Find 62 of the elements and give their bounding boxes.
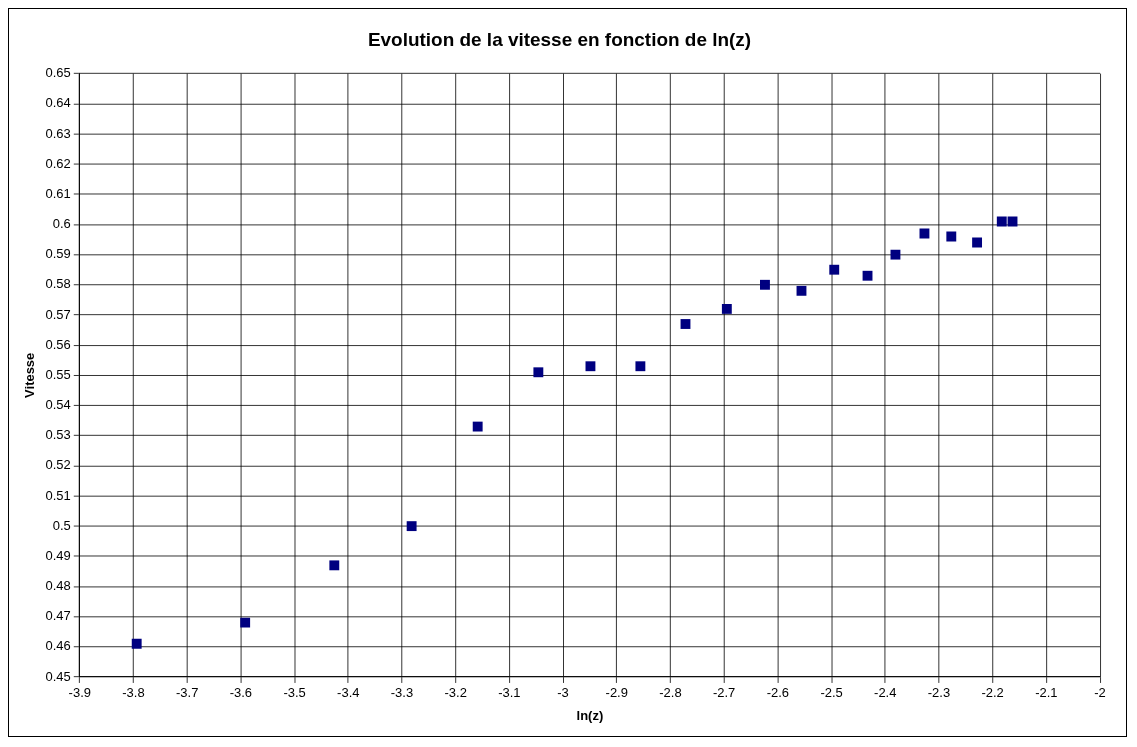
y-tick-label: 0.57 — [45, 306, 71, 322]
point — [585, 361, 596, 372]
x-tick-label: -3.4 — [337, 685, 360, 701]
y-tick-label: 0.65 — [45, 65, 71, 81]
x-tick-label: -3.1 — [498, 685, 521, 701]
y-tick-label: 0.64 — [45, 95, 71, 111]
y-axis-title: Vitesse — [22, 352, 38, 398]
x-tick-label: -3.6 — [229, 685, 253, 701]
point — [946, 231, 957, 242]
y-tick-label: 0.59 — [45, 246, 71, 262]
y-tick-label: 0.63 — [45, 125, 71, 141]
x-tick-label: -3.8 — [122, 685, 145, 701]
x-tick-label: -2 — [1094, 685, 1106, 701]
y-tick-label: 0.62 — [45, 155, 71, 171]
x-tick-label: -2.7 — [712, 685, 736, 701]
chart-title: Evolution de la vitesse en fonction de ln(z) — [367, 28, 752, 50]
y-tick-label: 0.55 — [45, 366, 71, 382]
point — [240, 617, 251, 628]
y-tick-label: 0.53 — [45, 427, 71, 443]
y-tick-label: 0.58 — [45, 276, 71, 292]
x-axis-title: ln(z) — [576, 707, 604, 723]
point — [329, 560, 340, 571]
point — [796, 285, 807, 296]
x-tick-label: -2.1 — [1035, 685, 1058, 701]
y-tick-label: 0.52 — [45, 457, 71, 473]
x-tick-label: -3.5 — [283, 685, 306, 701]
y-tick-label: 0.45 — [45, 668, 71, 684]
y-tick-label: 0.47 — [45, 608, 71, 624]
y-tick-label: 0.46 — [45, 638, 71, 654]
x-tick-label: -2.2 — [981, 685, 1004, 701]
y-tick-label: 0.61 — [45, 185, 71, 201]
x-tick-label: -2.6 — [766, 685, 790, 701]
point — [829, 264, 840, 275]
point — [131, 638, 142, 649]
y-tick-label: 0.6 — [52, 216, 71, 232]
point — [406, 521, 417, 532]
x-tick-label: -2.3 — [927, 685, 951, 701]
y-tick-label: 0.54 — [45, 397, 71, 413]
x-tick-label: -3.7 — [175, 685, 199, 701]
point — [533, 367, 544, 378]
y-tick-label: 0.5 — [52, 517, 71, 533]
point — [862, 270, 873, 281]
x-tick-label: -2.9 — [605, 685, 628, 701]
point — [996, 216, 1007, 227]
point — [680, 319, 691, 329]
x-tick-label: -2.4 — [874, 685, 897, 701]
x-tick-label: -2.5 — [820, 685, 843, 701]
y-tick-label: 0.56 — [45, 336, 71, 352]
y-tick-label: 0.51 — [45, 487, 71, 503]
point — [635, 361, 646, 372]
x-tick-label: -3.9 — [68, 685, 91, 701]
x-tick-label: -3 — [557, 685, 569, 701]
x-tick-label: -3.3 — [390, 685, 414, 701]
x-tick-label: -2.8 — [659, 685, 682, 701]
point — [721, 303, 732, 314]
point — [760, 279, 770, 290]
y-tick-label: 0.48 — [45, 578, 71, 594]
y-tick-label: 0.49 — [45, 547, 71, 563]
point — [972, 237, 983, 248]
point — [472, 421, 483, 432]
point — [890, 249, 901, 260]
x-tick-label: -3.2 — [444, 685, 467, 701]
